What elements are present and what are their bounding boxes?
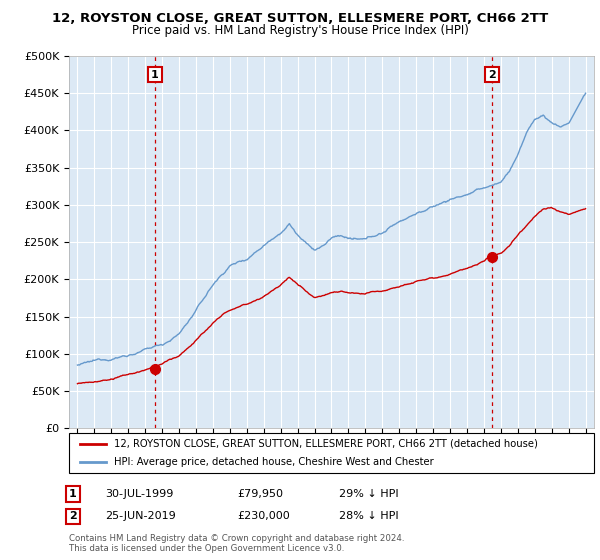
Text: 12, ROYSTON CLOSE, GREAT SUTTON, ELLESMERE PORT, CH66 2TT (detached house): 12, ROYSTON CLOSE, GREAT SUTTON, ELLESME…: [113, 439, 538, 449]
Text: 25-JUN-2019: 25-JUN-2019: [105, 511, 176, 521]
Text: 30-JUL-1999: 30-JUL-1999: [105, 489, 173, 499]
Text: 28% ↓ HPI: 28% ↓ HPI: [339, 511, 398, 521]
Text: 2: 2: [69, 511, 77, 521]
Text: £79,950: £79,950: [237, 489, 283, 499]
Text: £230,000: £230,000: [237, 511, 290, 521]
Text: 1: 1: [151, 69, 159, 80]
Text: HPI: Average price, detached house, Cheshire West and Chester: HPI: Average price, detached house, Ches…: [113, 458, 433, 467]
Text: 2: 2: [488, 69, 496, 80]
Text: 12, ROYSTON CLOSE, GREAT SUTTON, ELLESMERE PORT, CH66 2TT: 12, ROYSTON CLOSE, GREAT SUTTON, ELLESME…: [52, 12, 548, 25]
Text: Contains HM Land Registry data © Crown copyright and database right 2024.
This d: Contains HM Land Registry data © Crown c…: [69, 534, 404, 553]
Text: 29% ↓ HPI: 29% ↓ HPI: [339, 489, 398, 499]
Text: Price paid vs. HM Land Registry's House Price Index (HPI): Price paid vs. HM Land Registry's House …: [131, 24, 469, 36]
Text: 1: 1: [69, 489, 77, 499]
